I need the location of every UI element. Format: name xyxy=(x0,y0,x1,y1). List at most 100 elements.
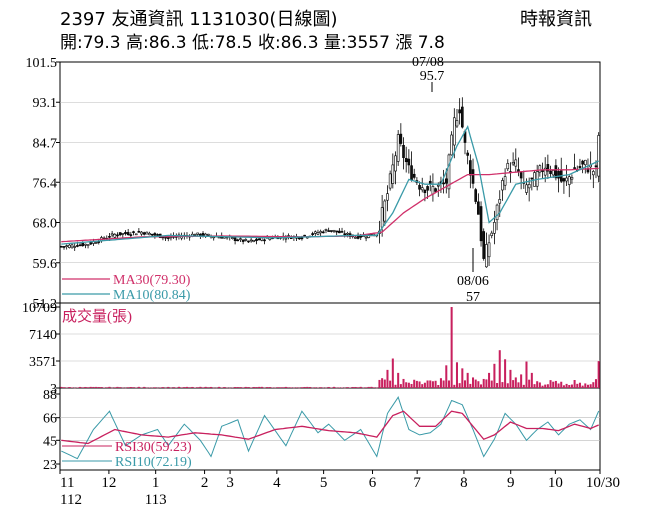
candle-body xyxy=(319,231,322,234)
volume-bar xyxy=(81,387,84,388)
volume-bar xyxy=(477,381,480,388)
x-month-label: 9 xyxy=(507,475,515,491)
volume-bar xyxy=(92,386,95,388)
volume-bar xyxy=(183,387,186,388)
candle-body xyxy=(166,237,170,239)
candle-body xyxy=(108,236,111,238)
volume-bar xyxy=(573,380,576,388)
candle-body xyxy=(490,232,494,236)
candle-body xyxy=(233,237,237,241)
volume-bar xyxy=(169,387,172,389)
low-date-annotation: 08/06 xyxy=(457,274,489,289)
volume-bar xyxy=(116,386,119,388)
volume-bar xyxy=(159,387,162,388)
volume-bar xyxy=(145,387,148,389)
volume-bar xyxy=(274,387,277,389)
volume-bar xyxy=(458,383,461,388)
candle-body xyxy=(121,233,125,235)
candle-body xyxy=(156,234,159,236)
candle-body xyxy=(391,164,395,184)
volume-bar xyxy=(498,350,501,388)
candle-body xyxy=(551,170,555,176)
candle-body xyxy=(554,165,558,179)
volume-bar xyxy=(135,387,138,389)
candle-body xyxy=(447,154,451,190)
candle-body xyxy=(327,230,330,232)
candle-body xyxy=(452,117,456,146)
volume-bar xyxy=(89,386,92,388)
volume-bar xyxy=(247,387,250,388)
candle-body xyxy=(252,239,256,242)
price-tick-label: 51.2 xyxy=(33,297,58,312)
price-panel: 101.5 93.1 84.7 76.4 68.0 59.6 51.2 MA30(79.30)… xyxy=(26,55,600,312)
candle-body xyxy=(546,164,550,172)
candle-body xyxy=(76,245,79,247)
volume-bar xyxy=(501,382,504,388)
volume-bar xyxy=(514,377,517,388)
x-month-label: 12 xyxy=(101,475,116,491)
candle-body xyxy=(549,170,552,174)
volume-bar xyxy=(437,385,440,388)
volume-bar xyxy=(287,387,290,388)
price-tick-label: 59.6 xyxy=(33,257,58,272)
candle-body xyxy=(263,239,266,242)
candle-body xyxy=(527,184,531,189)
volume-tick-label: 10709 xyxy=(22,301,57,316)
candle-body xyxy=(495,204,499,221)
candle-body xyxy=(530,177,534,180)
candle-body xyxy=(581,160,584,165)
volume-bar xyxy=(488,372,491,388)
volume-bar xyxy=(442,380,445,388)
volume-bar xyxy=(378,379,381,388)
volume-bar xyxy=(546,384,549,388)
rsi-tick-label: 88 xyxy=(43,388,57,403)
volume-bar xyxy=(421,384,424,388)
volume-bar xyxy=(316,387,319,389)
candle-body xyxy=(338,230,341,234)
quote-line: 開:79.3 高:86.3 低:78.5 收:86.3 量:3557 漲 7.8 xyxy=(60,33,445,53)
volume-bar xyxy=(268,387,271,388)
volume-bar xyxy=(557,383,560,388)
candle-body xyxy=(477,201,480,215)
volume-bar xyxy=(592,382,595,388)
volume-bar xyxy=(584,383,587,388)
candle-body xyxy=(594,165,598,168)
volume-bar xyxy=(429,380,432,388)
candle-body xyxy=(506,163,510,170)
rsi10-line xyxy=(61,396,600,460)
candle-body xyxy=(458,109,461,114)
candle-body xyxy=(340,231,344,233)
candle-body xyxy=(84,243,87,246)
candle-body xyxy=(94,242,98,244)
volume-bar xyxy=(210,386,213,388)
volume-bar xyxy=(76,387,79,388)
volume-bar xyxy=(357,387,360,388)
volume-bar xyxy=(576,383,579,388)
volume-bar xyxy=(335,387,338,389)
volume-bar xyxy=(113,387,116,388)
volume-bar xyxy=(239,387,242,388)
volume-bar xyxy=(362,387,365,389)
rsi-tick-label: 23 xyxy=(43,458,57,473)
volume-bar xyxy=(71,387,74,388)
volume-bar xyxy=(482,378,485,388)
volume-bar xyxy=(196,387,199,388)
volume-bar xyxy=(402,378,405,388)
candle-body xyxy=(487,242,491,258)
candle-body xyxy=(479,206,483,242)
volume-bar xyxy=(319,387,322,388)
candle-body xyxy=(113,233,117,238)
volume-bar xyxy=(295,387,298,388)
x-month-label: 2 xyxy=(201,475,209,491)
volume-bar xyxy=(496,383,499,388)
high-date-annotation: 07/08 xyxy=(412,55,444,70)
volume-bar xyxy=(578,382,581,388)
candle-body xyxy=(420,187,424,191)
volume-bar xyxy=(266,387,269,388)
candle-body xyxy=(332,229,336,232)
volume-tick-label: 3 xyxy=(50,382,57,397)
candle-body xyxy=(164,236,167,239)
volume-bar xyxy=(143,386,146,388)
candle-body xyxy=(110,233,114,236)
